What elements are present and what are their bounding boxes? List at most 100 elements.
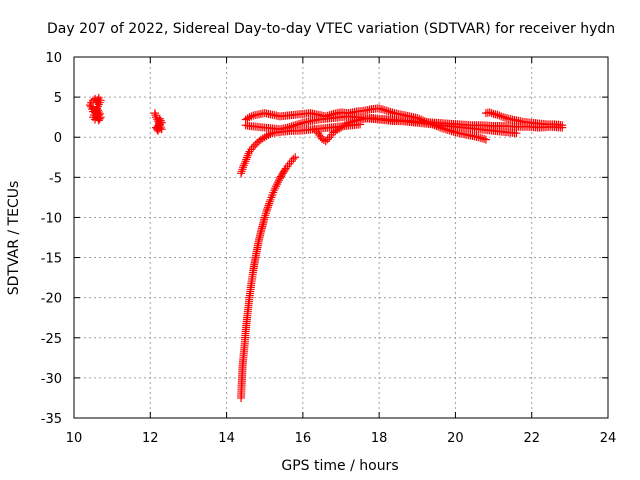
data-point [480, 135, 489, 144]
data-point [497, 112, 506, 121]
data-point [293, 120, 302, 129]
y-tick-label: -30 [41, 372, 62, 387]
data-point [487, 109, 496, 118]
data-point [263, 205, 272, 214]
data-point [242, 153, 251, 162]
data-point [384, 107, 393, 116]
data-point [287, 122, 296, 131]
x-tick-label: 22 [523, 431, 540, 446]
data-point [153, 121, 162, 130]
y-tick-label: -5 [49, 171, 62, 186]
data-point [270, 186, 279, 195]
data-point [346, 118, 355, 127]
x-tick-label: 14 [218, 431, 235, 446]
data-point [238, 165, 247, 174]
data-point [289, 154, 298, 163]
x-tick-labels: 10 12 14 16 18 20 22 24 [66, 431, 617, 446]
y-tick-label: -35 [41, 412, 62, 427]
data-point [262, 132, 271, 141]
data-point [264, 130, 273, 139]
y-tick-labels: 10 5 0 -5 -10 -15 -20 -25 -30 -35 [41, 51, 62, 427]
data-point [348, 117, 357, 126]
data-point [155, 120, 164, 129]
series-arc-7 [310, 113, 567, 146]
data-point [237, 167, 246, 176]
grid [74, 57, 608, 418]
x-axis-title: GPS time / hours [281, 458, 398, 474]
y-tick-label: 5 [54, 91, 62, 106]
data-point [95, 109, 104, 118]
data-point [265, 199, 274, 208]
data-point [280, 166, 289, 175]
data-point [239, 163, 248, 172]
data-point [237, 169, 246, 178]
data-point [242, 155, 251, 164]
data-points [86, 93, 567, 402]
data-point [274, 178, 283, 187]
data-point [350, 116, 359, 125]
series-arc-3 [237, 153, 300, 402]
data-point [264, 201, 273, 210]
data-point [249, 142, 258, 151]
data-point [285, 122, 294, 131]
data-point [495, 111, 504, 120]
x-tick-label: 20 [447, 431, 464, 446]
data-point [260, 213, 269, 222]
y-axis-title: SDTVAR / TECUs [6, 181, 22, 296]
x-tick-label: 18 [371, 431, 388, 446]
data-point [244, 149, 253, 158]
data-point [378, 105, 387, 114]
data-point [239, 161, 248, 170]
y-tick-label: -20 [41, 292, 62, 307]
data-point [386, 107, 395, 116]
data-point [380, 106, 389, 115]
series-arc-1 [86, 93, 105, 125]
chart-title: Day 207 of 2022, Sidereal Day-to-day VTE… [47, 21, 615, 37]
data-point [478, 134, 487, 143]
data-point [388, 108, 397, 117]
data-point [241, 157, 250, 166]
data-point [156, 116, 165, 125]
x-tick-label: 16 [295, 431, 312, 446]
data-point [262, 207, 271, 216]
data-point [342, 119, 351, 128]
data-point [474, 133, 483, 142]
x-tick-label: 12 [142, 431, 159, 446]
data-point [382, 106, 391, 115]
y-tick-label: 10 [45, 51, 62, 66]
data-point [476, 133, 485, 142]
data-point [251, 140, 260, 149]
data-point [323, 135, 332, 144]
plot-frame [73, 56, 609, 419]
data-point [502, 114, 511, 123]
series-arc-2 [150, 109, 166, 135]
data-point [243, 114, 252, 123]
data-point [263, 203, 272, 212]
data-point [310, 125, 319, 134]
x-tick-label: 10 [66, 431, 83, 446]
data-point [501, 113, 510, 122]
data-point [485, 108, 494, 117]
data-point [493, 110, 502, 119]
data-point [92, 104, 101, 113]
data-point [291, 121, 300, 130]
data-point [93, 106, 102, 115]
data-point [94, 108, 103, 117]
data-point [291, 153, 300, 162]
y-tick-label: 0 [54, 131, 62, 146]
data-point [283, 123, 292, 132]
data-point [296, 119, 305, 128]
data-point [245, 113, 254, 122]
axis-ticks [73, 56, 609, 419]
data-point [243, 151, 252, 160]
data-point [295, 119, 304, 128]
data-point [499, 112, 508, 121]
y-tick-label: -25 [41, 332, 62, 347]
data-point [240, 159, 249, 168]
data-point [377, 104, 386, 113]
series-arc-8 [481, 108, 567, 130]
x-tick-label: 24 [600, 431, 617, 446]
data-point [261, 211, 270, 220]
data-point [271, 184, 280, 193]
